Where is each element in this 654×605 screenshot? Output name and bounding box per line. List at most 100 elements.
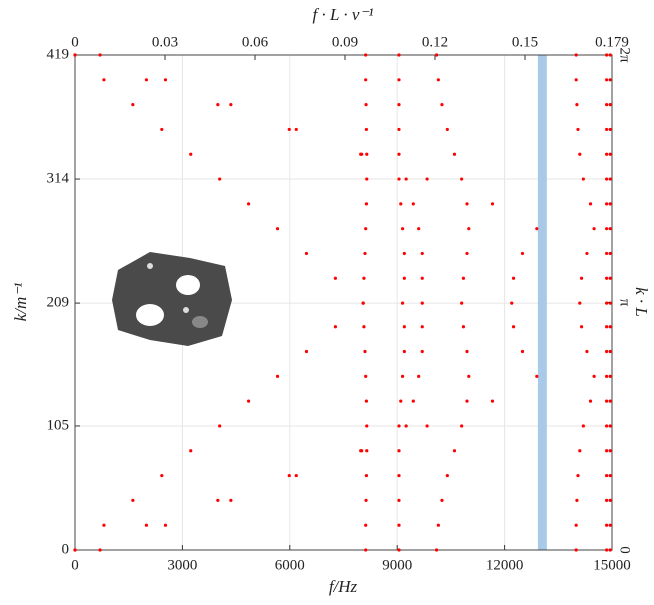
data-point [453,449,456,452]
data-point [435,53,438,56]
gyroid-hole [136,304,164,326]
data-point [160,474,163,477]
data-point [605,128,608,131]
x2-tick-label: 0.09 [332,34,358,50]
data-point [576,474,579,477]
data-point [364,103,367,106]
data-point [305,350,308,353]
x-tick-label: 0 [71,557,79,573]
data-point [521,350,524,353]
data-point [401,375,404,378]
data-point [609,524,612,527]
data-point [363,350,366,353]
data-point [593,227,596,230]
data-point [364,227,367,230]
data-point [437,524,440,527]
data-point [412,202,415,205]
data-point [397,53,400,56]
data-point [605,53,608,56]
data-point [425,424,428,427]
data-point [362,277,365,280]
x-tick-label: 9000 [382,557,412,573]
data-point [453,153,456,156]
data-point [605,325,608,328]
data-point [102,78,105,81]
x2-tick-label: 0.06 [242,34,269,50]
data-point [446,474,449,477]
data-point [218,177,221,180]
data-point [437,78,440,81]
data-point [609,252,612,255]
data-point [580,277,583,280]
data-point [609,499,612,502]
data-point [575,78,578,81]
data-point [421,301,424,304]
data-point [73,548,76,551]
gyroid-hole [176,275,200,295]
data-point [460,424,463,427]
data-point [605,301,608,304]
data-point [421,350,424,353]
gyroid-shade [192,316,208,328]
y-tick-label: 419 [47,46,70,62]
data-point [605,474,608,477]
data-point [98,548,101,551]
data-point [403,350,406,353]
data-point [609,548,612,551]
data-point [467,375,470,378]
data-point [359,153,362,156]
data-point [288,474,291,477]
data-point [362,325,365,328]
x-tick-label: 12000 [486,557,524,573]
data-point [440,103,443,106]
data-point [276,375,279,378]
y2-tick-label: 0 [617,546,633,554]
data-point [160,128,163,131]
y-tick-label: 0 [62,541,70,557]
data-point [397,78,400,81]
data-point [412,400,415,403]
data-point [605,78,608,81]
y2-axis-label: k · L [632,287,651,317]
data-point [364,524,367,527]
data-point [397,128,400,131]
data-point [605,177,608,180]
y-tick-label: 105 [47,417,70,433]
data-point [399,400,402,403]
data-point [102,524,105,527]
data-point [609,128,612,131]
data-point [605,103,608,106]
data-point [189,449,192,452]
x-tick-label: 6000 [275,557,305,573]
data-point [605,350,608,353]
x2-axis-label: f · L · v⁻¹ [313,5,374,24]
data-point [362,301,365,304]
data-point [578,449,581,452]
data-point [585,252,588,255]
data-point [397,177,400,180]
data-point [465,400,468,403]
page: {"chart_data": {"type": "scatter", "xlab… [0,0,654,605]
data-point [131,103,134,106]
data-point [465,350,468,353]
data-point [609,449,612,452]
data-point [575,53,578,56]
data-point [397,424,400,427]
data-point [609,53,612,56]
data-point [609,350,612,353]
data-point [145,78,148,81]
y-tick-label: 209 [47,295,70,311]
gyroid-body [112,252,232,346]
x2-tick-label: 0.03 [152,34,178,50]
x2-tick-label: 0 [71,34,79,50]
data-point [365,449,368,452]
data-point [73,53,76,56]
data-point [578,153,581,156]
data-point [397,449,400,452]
data-point [609,277,612,280]
data-point [421,277,424,280]
data-point [364,499,367,502]
data-point [575,524,578,527]
x-axis-label: f/Hz [329,577,358,596]
x2-tick-label: 0.12 [422,34,448,50]
